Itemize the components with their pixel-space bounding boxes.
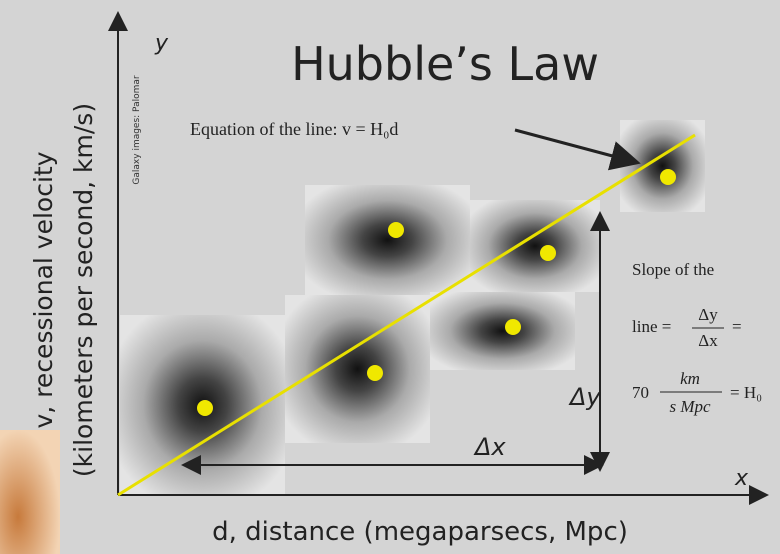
slope-fraction-top: Δy [698,305,718,324]
credit: Galaxy images: Palomar [132,75,142,184]
galaxy-image [305,185,470,295]
corner-decoration [0,430,60,554]
equation: Equation of the line: v = H₀d [190,119,398,139]
galaxy-dot [197,400,213,416]
galaxy-image [470,200,600,292]
equation-arrow [514,128,641,171]
delta-y-label: Δy [568,383,601,411]
x-axis-label: d, distance (megaparsecs, Mpc) [212,517,628,547]
galaxy-dot [660,169,676,185]
slope-text: Slope of the [632,260,714,279]
y-axis-letter: y [154,31,169,56]
galaxy-images [120,120,705,495]
slope-value: 70 [632,383,649,402]
slope-note: Slope of the line = Δy Δx = 70 km s Mpc … [632,260,762,416]
slope-unit-top: km [680,369,700,388]
y-axis-label: v, recessional velocity [29,151,58,428]
galaxy-image [430,292,575,370]
fit-line [117,133,696,497]
galaxy-dot [540,245,556,261]
slope-result: = H₀ [730,383,762,402]
slope-unit-bottom: s Mpc [669,397,711,416]
x-axis-letter: x [734,466,749,491]
slope-text: line = [632,317,671,336]
galaxy-dot [505,319,521,335]
y-axis-label: (kilometers per second, km/s) [69,103,98,477]
galaxy-image [285,295,430,443]
slope-fraction-bottom: Δx [698,331,718,350]
title: Hubble’s Law [291,37,599,91]
galaxy-dots [197,169,676,416]
galaxy-dot [367,365,383,381]
galaxy-dot [388,222,404,238]
slope-text: = [732,317,742,336]
galaxy-image [620,120,705,212]
delta-x-label: Δx [473,433,506,461]
